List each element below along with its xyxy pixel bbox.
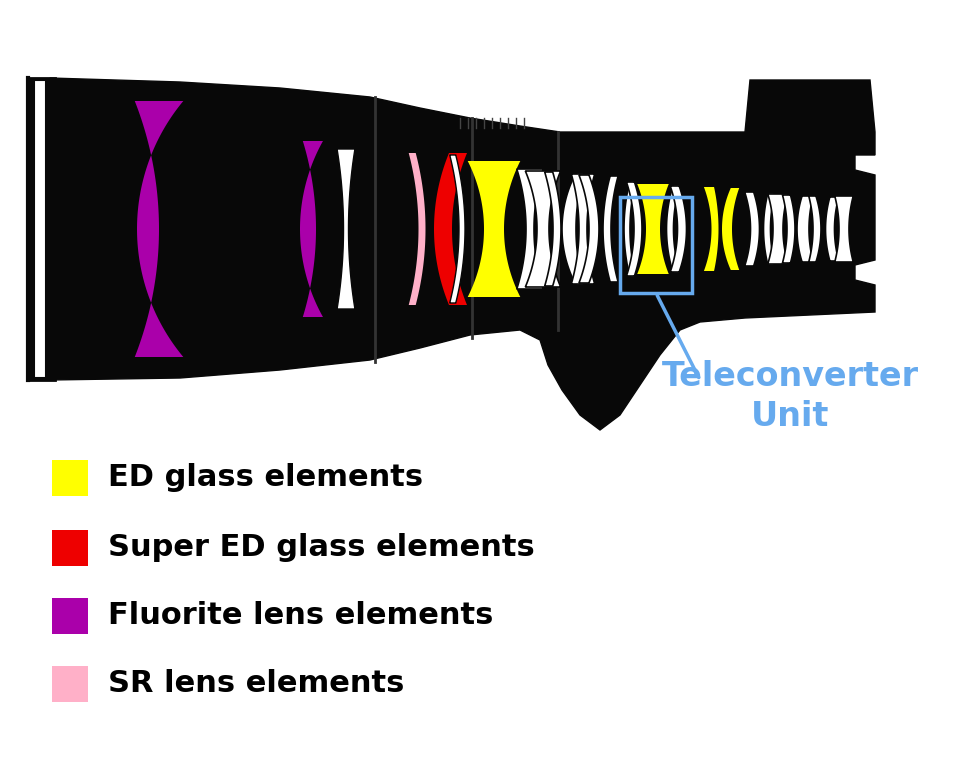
Polygon shape bbox=[826, 197, 839, 261]
Bar bbox=[52, 530, 88, 566]
Bar bbox=[52, 460, 88, 496]
Polygon shape bbox=[627, 182, 642, 276]
Text: SR lens elements: SR lens elements bbox=[108, 670, 404, 699]
Polygon shape bbox=[337, 149, 355, 309]
Polygon shape bbox=[544, 172, 561, 286]
Bar bbox=[52, 598, 88, 634]
Polygon shape bbox=[782, 195, 795, 263]
Polygon shape bbox=[670, 186, 686, 272]
Text: Teleconverter: Teleconverter bbox=[661, 360, 919, 393]
Polygon shape bbox=[763, 193, 775, 265]
Polygon shape bbox=[579, 175, 599, 283]
Polygon shape bbox=[300, 141, 323, 317]
Text: Fluorite lens elements: Fluorite lens elements bbox=[108, 601, 493, 631]
Polygon shape bbox=[637, 184, 669, 274]
Text: ED glass elements: ED glass elements bbox=[108, 463, 423, 492]
Bar bbox=[52, 666, 88, 702]
Bar bbox=[620, 197, 692, 293]
Polygon shape bbox=[525, 171, 561, 287]
Text: Super ED glass elements: Super ED glass elements bbox=[108, 533, 535, 562]
Polygon shape bbox=[50, 78, 875, 430]
Bar bbox=[34, 80, 46, 378]
Polygon shape bbox=[434, 153, 467, 305]
Polygon shape bbox=[745, 192, 759, 266]
Polygon shape bbox=[666, 185, 680, 273]
Text: Unit: Unit bbox=[751, 400, 829, 433]
Polygon shape bbox=[808, 196, 821, 262]
Polygon shape bbox=[722, 188, 739, 270]
Polygon shape bbox=[562, 173, 584, 285]
Polygon shape bbox=[835, 196, 853, 262]
Polygon shape bbox=[603, 176, 618, 282]
Polygon shape bbox=[571, 174, 594, 284]
Polygon shape bbox=[516, 169, 543, 289]
Polygon shape bbox=[449, 155, 465, 303]
Polygon shape bbox=[797, 196, 813, 262]
Polygon shape bbox=[134, 101, 183, 357]
Polygon shape bbox=[768, 194, 788, 264]
Polygon shape bbox=[624, 181, 636, 277]
Polygon shape bbox=[28, 78, 55, 380]
Polygon shape bbox=[704, 187, 718, 271]
Polygon shape bbox=[468, 161, 520, 297]
Polygon shape bbox=[409, 153, 425, 305]
